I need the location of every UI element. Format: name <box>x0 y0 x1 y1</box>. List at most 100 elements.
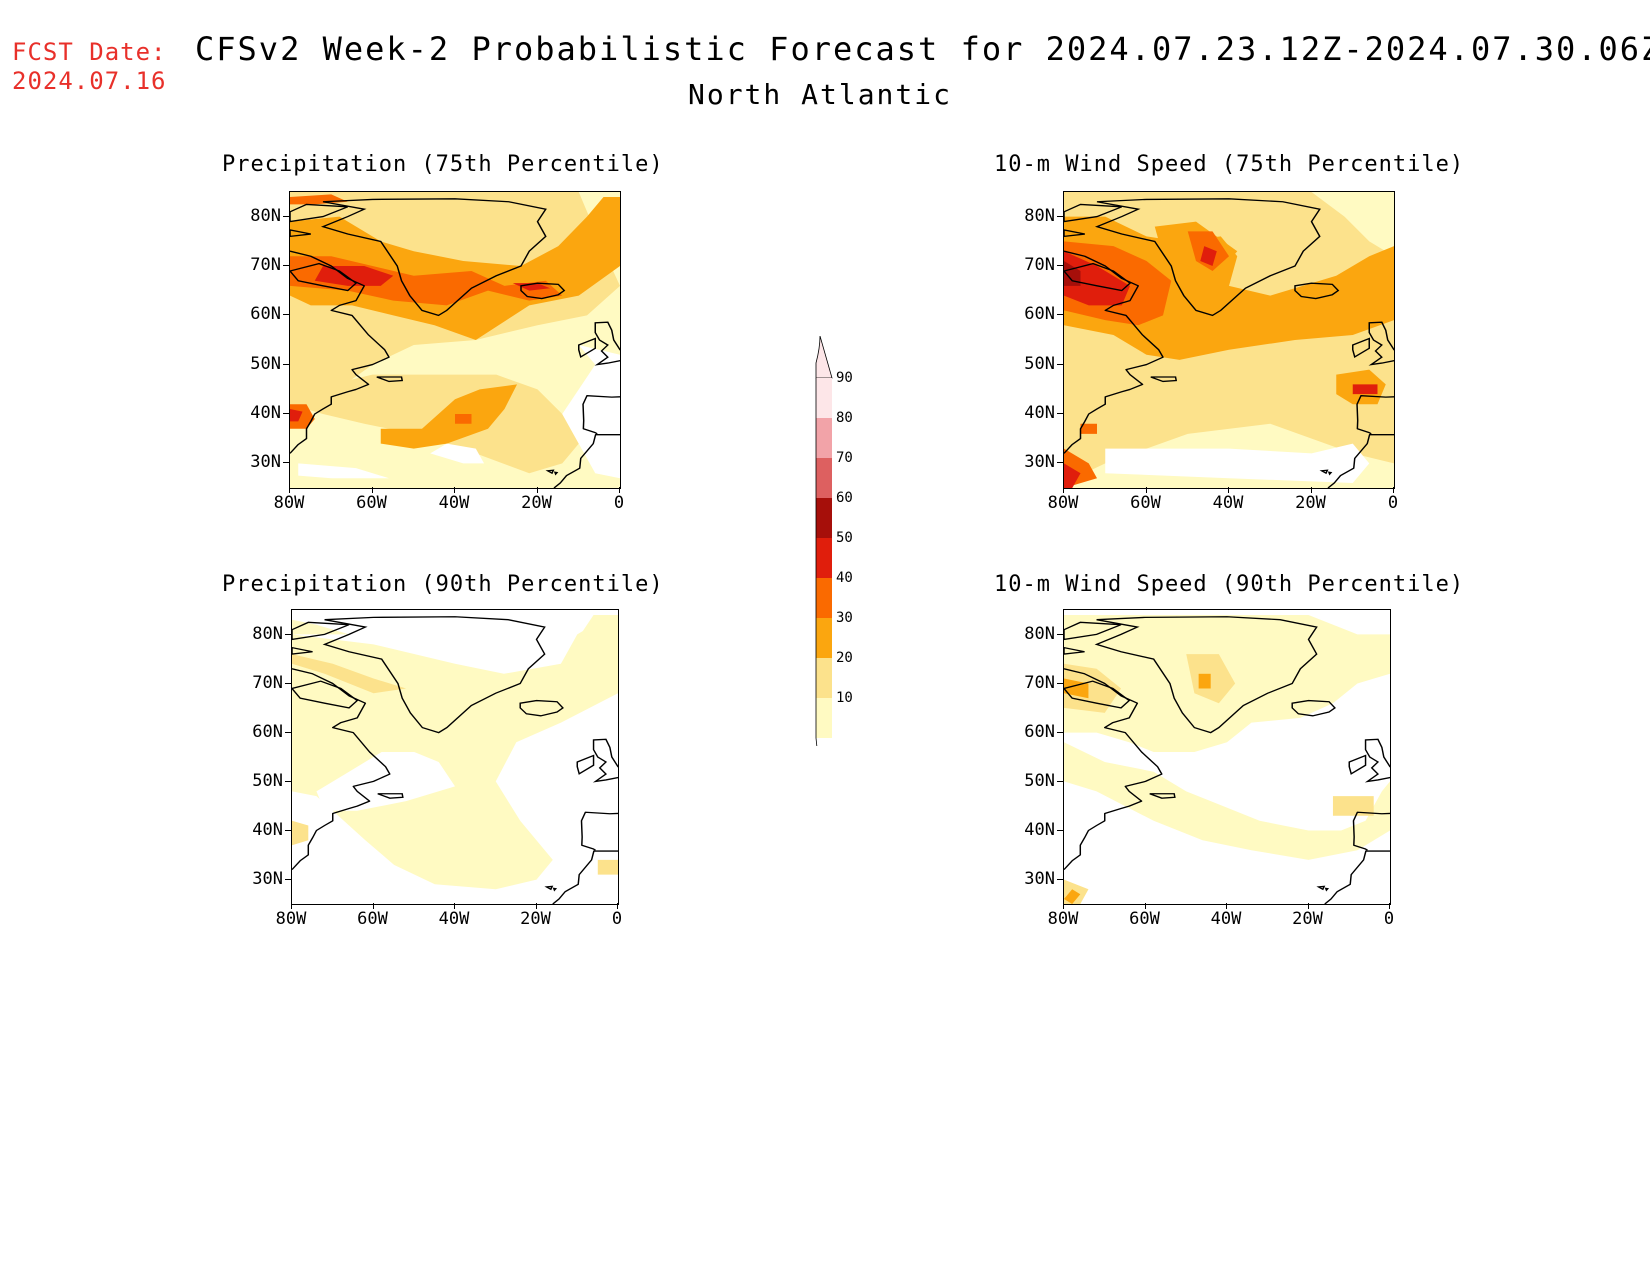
colorbar-swatch <box>816 578 832 618</box>
canary-islands-coastline <box>553 471 559 476</box>
north-america-coastline <box>290 250 390 454</box>
lon-tick <box>1389 903 1390 909</box>
probability-contour <box>292 820 309 846</box>
ellesmere-coastline <box>290 203 349 223</box>
africa-coastline <box>552 850 618 904</box>
lat-tick <box>283 314 289 316</box>
lat-tick <box>283 363 289 365</box>
great-britain-coastline <box>592 738 618 783</box>
lat-tick <box>1057 462 1063 464</box>
lon-tick <box>1063 903 1064 909</box>
lat-tick-label: 70N <box>250 255 281 275</box>
ellesmere-coastline <box>1064 203 1123 223</box>
colorbar-swatch <box>816 538 832 578</box>
lat-tick <box>1057 314 1063 316</box>
map-wind-75 <box>1063 191 1395 489</box>
colorbar-top-cap <box>815 335 833 379</box>
lat-tick-label: 40N <box>1024 403 1055 423</box>
north-america-coastline <box>292 668 391 871</box>
lat-tick-label: 30N <box>1024 452 1055 473</box>
lat-tick <box>1057 633 1063 635</box>
ellesmere-coastline <box>292 621 350 641</box>
canary-islands-coastline <box>1324 887 1330 892</box>
canary-islands-coastline <box>545 469 555 475</box>
lon-tick-label: 20W <box>1295 493 1326 513</box>
probability-contour <box>298 463 389 479</box>
devon-coastline <box>290 229 311 238</box>
lat-tick-label: 60N <box>250 304 281 325</box>
map-wind-90 <box>1063 609 1391 905</box>
map-field <box>292 610 618 904</box>
lon-tick-label: 80W <box>273 493 305 513</box>
lat-tick <box>285 829 291 831</box>
colorbar-tick-label: 10 <box>836 690 853 706</box>
lat-tick-label: 40N <box>1024 819 1055 840</box>
lon-tick <box>454 903 455 909</box>
baffin-coastline <box>1064 680 1131 709</box>
colorbar-tick-label: 30 <box>836 610 853 626</box>
devon-coastline <box>1064 646 1085 655</box>
africa-coastline <box>1324 850 1390 904</box>
map-field <box>1064 610 1390 904</box>
map-field <box>290 192 620 488</box>
colorbar-swatch <box>816 698 832 738</box>
map-precip-90 <box>291 609 619 905</box>
lon-tick-label: 20W <box>521 493 552 513</box>
map-precip-75 <box>289 191 621 489</box>
probability-contour <box>1064 260 1081 286</box>
lat-tick-label: 40N <box>252 819 283 840</box>
lat-tick <box>1057 265 1063 266</box>
lat-tick <box>285 780 291 782</box>
lon-tick-label: 60W <box>1129 909 1160 929</box>
lat-tick-label: 70N <box>252 672 283 693</box>
lat-tick-label: 70N <box>1024 672 1055 693</box>
lon-tick <box>289 487 290 493</box>
lat-tick-label: 30N <box>250 452 281 473</box>
colorbar-tick-label: 70 <box>836 450 853 466</box>
lat-tick <box>285 878 291 880</box>
lon-tick <box>1144 903 1146 909</box>
lon-tick-label: 80W <box>1047 493 1079 513</box>
africa-coastline <box>553 434 620 488</box>
iberia-coastline <box>1356 394 1394 435</box>
probability-contour <box>290 408 303 422</box>
colorbar-swatch <box>816 618 832 658</box>
lat-tick-label: 80N <box>250 205 281 226</box>
lat-tick <box>1057 780 1063 782</box>
lat-tick-label: 80N <box>252 623 283 644</box>
panel-title-precip-90: Precipitation (90th Percentile) <box>222 572 664 597</box>
lat-tick-label: 60N <box>1024 721 1055 742</box>
lon-tick <box>1307 903 1309 909</box>
lon-tick <box>372 903 374 909</box>
newfoundland-coastline <box>1150 376 1178 383</box>
lon-tick-label: 40W <box>438 909 470 929</box>
lon-tick <box>535 903 537 909</box>
probability-contour <box>290 197 620 340</box>
probability-contour <box>1064 216 1394 360</box>
great-britain-coastline <box>1368 321 1394 366</box>
colorbar-tick-label: 20 <box>836 650 853 666</box>
region-title: North Atlantic <box>687 78 952 111</box>
north-america-coastline <box>1064 668 1163 871</box>
lat-tick <box>1057 215 1063 217</box>
lat-tick <box>283 265 289 266</box>
probability-contour <box>455 414 472 424</box>
lat-tick-label: 60N <box>252 721 283 742</box>
canary-islands-coastline <box>544 885 554 891</box>
newfoundland-coastline <box>1149 793 1176 799</box>
probability-contour <box>1186 654 1236 704</box>
lat-tick <box>285 731 291 733</box>
panel-title-precip-75: Precipitation (75th Percentile) <box>222 152 664 177</box>
colorbar-tick-label: 80 <box>836 410 853 426</box>
lat-tick-label: 50N <box>250 353 281 374</box>
ireland-coastline <box>576 754 595 775</box>
lon-tick <box>371 487 373 493</box>
colorbar-tick-label: 40 <box>836 570 853 586</box>
lat-tick <box>1057 363 1063 365</box>
lat-tick <box>285 682 291 684</box>
lat-tick-label: 70N <box>1024 255 1055 275</box>
iberia-coastline <box>582 394 620 435</box>
lon-tick <box>619 487 620 493</box>
lat-tick <box>1057 829 1063 831</box>
probability-contour <box>562 345 620 479</box>
